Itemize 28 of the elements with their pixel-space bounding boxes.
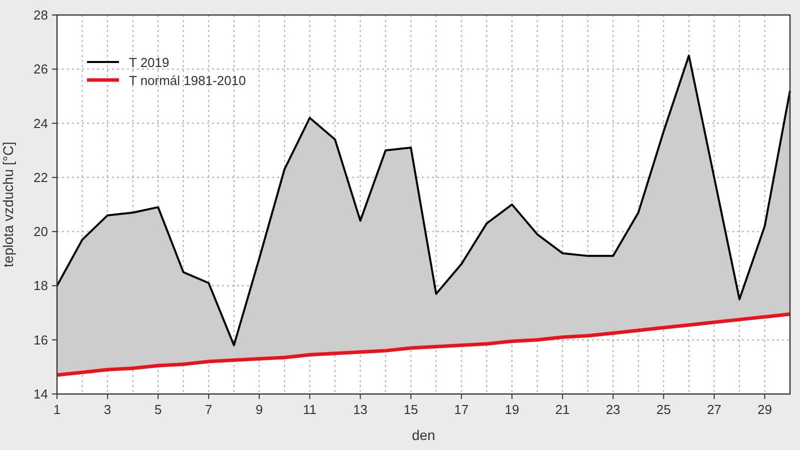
- x-tick-label: 9: [256, 402, 263, 417]
- x-tick-label: 5: [154, 402, 162, 417]
- x-tick-label: 27: [706, 402, 722, 417]
- legend-label: T 2019: [129, 55, 170, 70]
- y-tick-label: 16: [34, 332, 48, 348]
- x-tick-label: 1: [53, 402, 61, 417]
- y-tick-label: 24: [34, 116, 48, 131]
- x-axis-title: den: [412, 427, 436, 443]
- y-tick-label: 20: [34, 224, 48, 240]
- x-tick-label: 13: [353, 402, 368, 417]
- x-tick-label: 17: [454, 402, 469, 417]
- x-tick-label: 3: [104, 402, 112, 417]
- y-tick-label: 18: [34, 278, 48, 294]
- x-tick-label: 21: [555, 402, 570, 417]
- y-tick-label: 28: [34, 8, 48, 22]
- x-tick-label: 7: [205, 402, 212, 417]
- line-series: [55, 312, 792, 377]
- y-axis-title: teplota vzduchu [°C]: [0, 142, 16, 268]
- x-tick-label: 11: [303, 402, 317, 417]
- x-tick-label: 25: [656, 402, 671, 417]
- legend-label: T normál 1981-2010: [129, 73, 246, 88]
- x-tick-label: 29: [757, 402, 772, 417]
- y-tick-label: 22: [34, 170, 48, 185]
- y-tick-label: 14: [34, 386, 48, 402]
- x-tick-label: 15: [404, 402, 418, 417]
- x-tick-label: 19: [504, 402, 520, 417]
- x-tick-label: 23: [606, 402, 620, 417]
- y-tick-label: 26: [34, 62, 48, 77]
